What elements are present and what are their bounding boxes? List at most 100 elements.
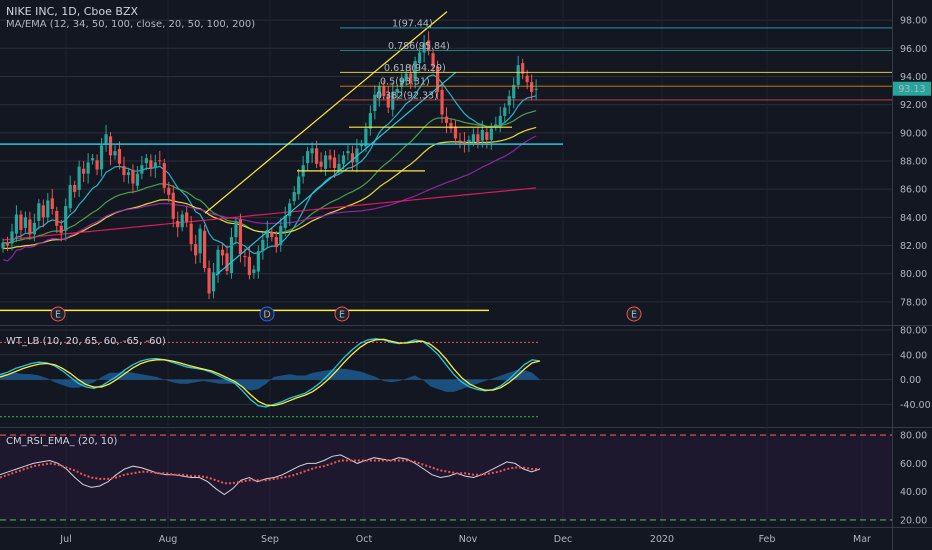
candle-body [435, 66, 440, 92]
candle-body [10, 231, 14, 244]
candle [498, 106, 502, 133]
candle-body [50, 198, 54, 209]
candle [315, 140, 319, 169]
candle-body [458, 140, 462, 142]
candle [252, 265, 256, 279]
wt-histogram [0, 368, 540, 392]
candle [122, 156, 126, 183]
candle [471, 128, 475, 147]
candle-body [525, 75, 529, 83]
event-marker-label: E [55, 310, 61, 321]
candle [180, 210, 184, 232]
candle [462, 131, 467, 153]
candle [521, 58, 525, 80]
candle [50, 189, 54, 215]
candle-body [140, 165, 144, 174]
candle-body [373, 94, 377, 111]
price-tick-label: 96.00 [900, 44, 927, 55]
candle-body [323, 155, 328, 169]
wt-tick-label: 40.00 [900, 350, 927, 361]
fib-level-label: 1(97.44) [392, 18, 433, 29]
price-tick-label: 92.00 [900, 100, 927, 111]
candle [444, 107, 449, 133]
candle-body [283, 215, 287, 228]
candle [10, 223, 14, 251]
candle-body [265, 230, 269, 238]
candle-body [530, 82, 534, 92]
candle-body [180, 214, 184, 228]
candle [440, 82, 444, 123]
candle-body [270, 232, 274, 238]
candle-body [279, 225, 283, 245]
candle-body [476, 134, 480, 143]
candle-body [256, 251, 260, 272]
candle-body [144, 158, 148, 164]
candle-body [68, 184, 72, 209]
candle-body [46, 200, 50, 218]
candle [503, 103, 507, 123]
candle-body [400, 79, 404, 88]
candle [453, 120, 458, 145]
candle [350, 145, 355, 171]
candle [404, 66, 408, 86]
price-tick-label: 86.00 [900, 185, 927, 196]
candle-body [337, 163, 341, 171]
candle [153, 154, 157, 178]
fib-level-label: 0.618(94.29) [384, 63, 446, 74]
candle-body [350, 153, 355, 163]
candle-body [198, 228, 202, 254]
candle [332, 149, 337, 178]
candle-body [64, 206, 68, 231]
price-tick-label: 80.00 [900, 269, 927, 280]
price-tick-label: 78.00 [900, 297, 927, 308]
candle [279, 218, 283, 252]
candle-body [413, 60, 417, 82]
candle-body [23, 217, 27, 228]
price-tick-label: 94.00 [900, 72, 927, 83]
time-tick-label: Mar [853, 534, 871, 545]
event-marker: E [50, 306, 66, 322]
candle [23, 211, 27, 233]
candle [373, 85, 377, 120]
candle-body [77, 166, 81, 190]
candle-body [73, 184, 77, 192]
event-marker: E [334, 306, 350, 322]
candle-body [55, 211, 59, 226]
candle [234, 217, 238, 245]
candle-body [471, 134, 475, 142]
candle-body [449, 122, 453, 129]
symbol-header: NIKE INC, 1D, Cboe BZX [6, 5, 139, 18]
candle [458, 132, 462, 149]
event-marker-label: E [631, 310, 637, 321]
ma-100-line [2, 135, 537, 262]
candle-body [368, 113, 372, 129]
candle [68, 175, 72, 213]
candle [494, 116, 498, 131]
candle [431, 48, 435, 73]
candle [368, 105, 372, 136]
candle [162, 158, 166, 194]
event-marker-badge [50, 306, 66, 322]
candle-body [489, 128, 493, 140]
candle [328, 149, 332, 169]
candle-body [440, 89, 444, 115]
candle-body [95, 160, 99, 170]
candle [449, 118, 453, 133]
time-tick-label: Dec [554, 534, 572, 545]
candle [104, 124, 108, 152]
candle [82, 161, 86, 183]
candle [319, 152, 323, 173]
candle [41, 199, 45, 228]
trend-channel-upper [204, 11, 448, 214]
candle-body [306, 151, 310, 164]
candle-body [216, 249, 220, 275]
candle [131, 164, 135, 194]
candle [1, 238, 5, 253]
rsi-band [0, 435, 892, 520]
candle-body [516, 65, 520, 85]
last-price-label: 93.13 [898, 84, 925, 95]
candle-body [28, 219, 32, 235]
candle-body [453, 126, 458, 139]
candle [77, 160, 81, 197]
